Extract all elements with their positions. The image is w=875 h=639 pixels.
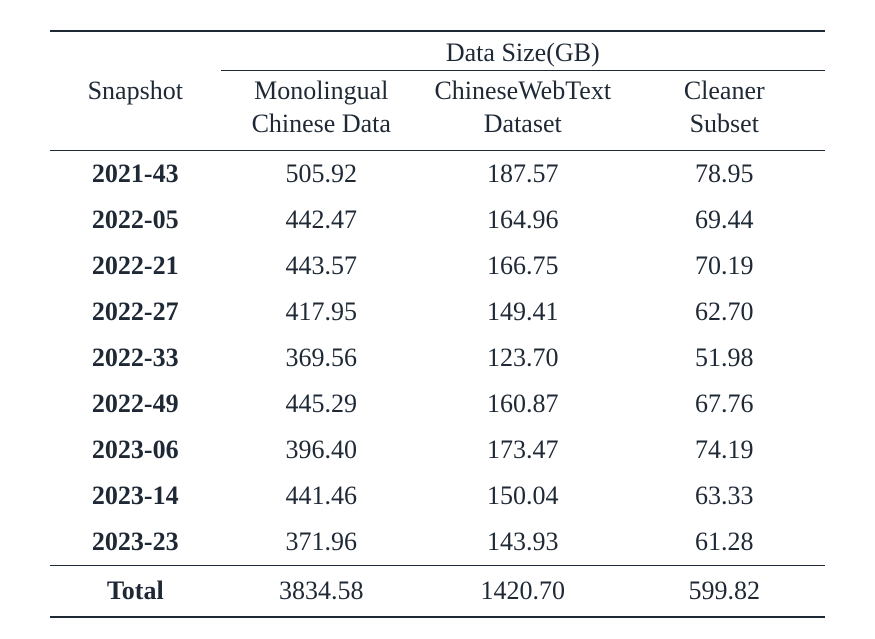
cell-cwt: 123.70 [422, 335, 624, 381]
header-monolingual: Monolingual Chinese Data [221, 71, 423, 151]
header-monolingual-line1: Monolingual [254, 76, 388, 105]
cell-cwt: 143.93 [422, 519, 624, 566]
table-row: 2022-05 442.47 164.96 69.44 [50, 197, 825, 243]
cell-total-cleaner: 599.82 [624, 566, 826, 618]
cell-monolingual: 371.96 [221, 519, 423, 566]
cell-cleaner: 62.70 [624, 289, 826, 335]
cell-monolingual: 445.29 [221, 381, 423, 427]
cell-snapshot: 2022-21 [50, 243, 221, 289]
table-row: 2023-23 371.96 143.93 61.28 [50, 519, 825, 566]
cell-total-label: Total [50, 566, 221, 618]
header-cwt: ChineseWebText Dataset [422, 71, 624, 151]
cell-total-monolingual: 3834.58 [221, 566, 423, 618]
cell-cleaner: 63.33 [624, 473, 826, 519]
cell-cwt: 173.47 [422, 427, 624, 473]
cell-snapshot: 2022-05 [50, 197, 221, 243]
cell-cwt: 160.87 [422, 381, 624, 427]
table-row: 2022-49 445.29 160.87 67.76 [50, 381, 825, 427]
data-size-table: Snapshot Data Size(GB) Monolingual Chine… [50, 30, 825, 618]
cell-cleaner: 67.76 [624, 381, 826, 427]
cell-monolingual: 441.46 [221, 473, 423, 519]
table-row: 2021-43 505.92 187.57 78.95 [50, 151, 825, 198]
cell-monolingual: 443.57 [221, 243, 423, 289]
cell-snapshot: 2022-49 [50, 381, 221, 427]
cell-total-cwt: 1420.70 [422, 566, 624, 618]
cell-cleaner: 61.28 [624, 519, 826, 566]
cell-cleaner: 74.19 [624, 427, 826, 473]
cell-cleaner: 78.95 [624, 151, 826, 198]
cell-snapshot: 2023-06 [50, 427, 221, 473]
table-row: 2023-14 441.46 150.04 63.33 [50, 473, 825, 519]
cell-snapshot: 2022-33 [50, 335, 221, 381]
cell-snapshot: 2022-27 [50, 289, 221, 335]
cell-monolingual: 417.95 [221, 289, 423, 335]
cell-cleaner: 69.44 [624, 197, 826, 243]
header-cwt-line2: Dataset [484, 109, 562, 138]
cell-snapshot: 2023-14 [50, 473, 221, 519]
cell-cwt: 164.96 [422, 197, 624, 243]
table-row: 2023-06 396.40 173.47 74.19 [50, 427, 825, 473]
cell-cwt: 149.41 [422, 289, 624, 335]
table-row: 2022-27 417.95 149.41 62.70 [50, 289, 825, 335]
cell-cleaner: 70.19 [624, 243, 826, 289]
cell-monolingual: 396.40 [221, 427, 423, 473]
header-snapshot: Snapshot [50, 31, 221, 151]
cell-cwt: 150.04 [422, 473, 624, 519]
cell-monolingual: 442.47 [221, 197, 423, 243]
cell-cleaner: 51.98 [624, 335, 826, 381]
header-cleaner: Cleaner Subset [624, 71, 826, 151]
cell-cwt: 187.57 [422, 151, 624, 198]
cell-cwt: 166.75 [422, 243, 624, 289]
header-group-datasize: Data Size(GB) [221, 31, 826, 71]
cell-monolingual: 505.92 [221, 151, 423, 198]
table-row: 2022-21 443.57 166.75 70.19 [50, 243, 825, 289]
header-cwt-line1: ChineseWebText [434, 76, 611, 105]
cell-snapshot: 2023-23 [50, 519, 221, 566]
cell-monolingual: 369.56 [221, 335, 423, 381]
cell-snapshot: 2021-43 [50, 151, 221, 198]
header-cleaner-line1: Cleaner [684, 76, 765, 105]
table-total-row: Total 3834.58 1420.70 599.82 [50, 566, 825, 618]
header-cleaner-line2: Subset [690, 109, 759, 138]
table-row: 2022-33 369.56 123.70 51.98 [50, 335, 825, 381]
header-monolingual-line2: Chinese Data [252, 109, 391, 138]
